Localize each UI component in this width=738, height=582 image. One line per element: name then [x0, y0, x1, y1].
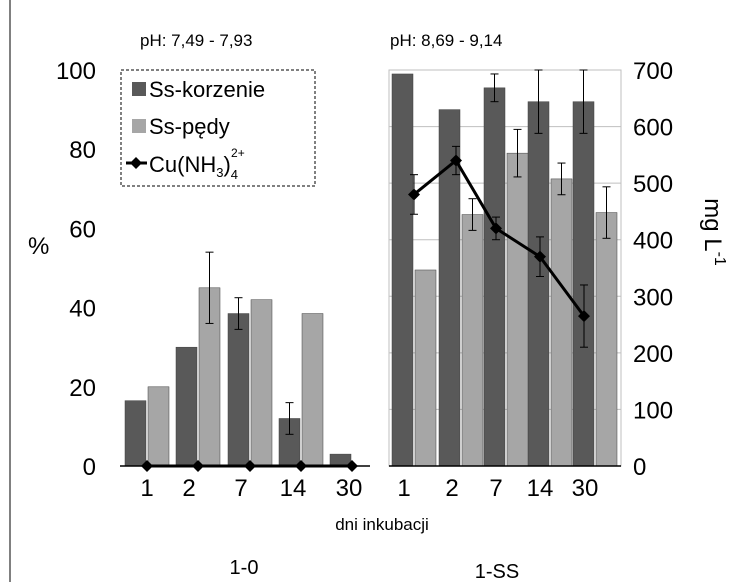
legend-diamond-icon [130, 157, 142, 169]
legend-cu-main: Cu(NH [149, 152, 216, 177]
legend-cu-sup: 2+ [231, 146, 245, 160]
x-tick-label: 14 [527, 475, 554, 502]
legend-label-cu: Cu(NH3)4 2+ [149, 146, 245, 182]
y-tick-label-left: 60 [69, 216, 96, 243]
y-tick-label-right: 200 [633, 341, 673, 368]
group-label-left: 1-0 [230, 557, 259, 579]
right-y-tick-labels: 0 100 200 300 400 500 600 700 [633, 58, 673, 481]
x-tick-label: 7 [234, 475, 247, 502]
bar [301, 313, 324, 467]
legend-swatch-pedy [132, 119, 146, 133]
bar [227, 313, 250, 467]
x-tick-label: 7 [489, 475, 502, 502]
line-marker [408, 188, 420, 201]
x-tick-label: 2 [182, 475, 195, 502]
bar [483, 87, 506, 467]
y-tick-label-right: 0 [633, 454, 646, 481]
x-axis-caption: dni inkubacji [335, 515, 429, 534]
legend-cu-close: ) [223, 152, 230, 177]
bar [461, 214, 484, 467]
bar [527, 101, 550, 467]
y-tick-label-left: 20 [69, 375, 96, 402]
x-tick-label: 1 [140, 475, 153, 502]
y-axis-title-left: % [28, 233, 49, 260]
y-tick-label-left: 100 [56, 58, 96, 85]
line-marker [450, 154, 462, 167]
bar [414, 269, 437, 467]
y-tick-label-right: 600 [633, 115, 673, 142]
bar [595, 212, 618, 467]
y-axis-title-right-sup: -1 [711, 252, 728, 266]
x-tick-label: 1 [397, 475, 410, 502]
y-tick-label-right: 300 [633, 284, 673, 311]
x-tick-label: 2 [445, 475, 458, 502]
bar [147, 386, 170, 467]
x-tick-label: 30 [572, 475, 599, 502]
y-tick-label-right: 400 [633, 228, 673, 255]
group-label-right: 1-SS [475, 561, 519, 582]
y-tick-label-right: 500 [633, 171, 673, 198]
legend-swatch-korzenie [132, 82, 146, 96]
legend-cu-sub4: 4 [231, 167, 238, 182]
line-marker [490, 222, 502, 235]
y-tick-label-left: 0 [83, 454, 96, 481]
y-axis-title-right-main: mg L [699, 198, 726, 251]
legend-label-pedy: Ss-pędy [149, 114, 230, 139]
legend-cu-sub3: 3 [216, 165, 223, 180]
ph-label-left: pH: 7,49 - 7,93 [140, 31, 252, 50]
bar [506, 152, 529, 467]
right-panel-marks [391, 69, 618, 467]
bar [175, 346, 198, 467]
bar [124, 400, 147, 467]
legend-label-korzenie: Ss-korzenie [149, 77, 265, 102]
line-marker [534, 250, 546, 263]
y-tick-label-right: 100 [633, 397, 673, 424]
left-panel-marks [124, 251, 358, 472]
bar [391, 73, 414, 467]
y-tick-label-right: 700 [633, 58, 673, 85]
bar [250, 299, 273, 467]
left-y-tick-labels: 0 20 40 60 80 100 [56, 58, 96, 481]
legend: Ss-korzenie Ss-pędy Cu(NH3)4 2+ [120, 69, 316, 187]
line-marker [578, 310, 590, 323]
bar [572, 101, 595, 467]
x-tick-label: 30 [336, 475, 363, 502]
left-x-tick-labels: 1 2 7 14 30 [140, 475, 362, 502]
legend-box [120, 69, 316, 187]
x-tick-label: 14 [280, 475, 307, 502]
y-tick-label-left: 80 [69, 137, 96, 164]
y-axis-title-right: mg L-1 [699, 198, 728, 266]
ph-label-right: pH: 8,69 - 9,14 [390, 31, 502, 50]
right-x-tick-labels: 1 2 7 14 30 [397, 475, 598, 502]
y-tick-label-left: 40 [69, 296, 96, 323]
bar [550, 178, 573, 467]
